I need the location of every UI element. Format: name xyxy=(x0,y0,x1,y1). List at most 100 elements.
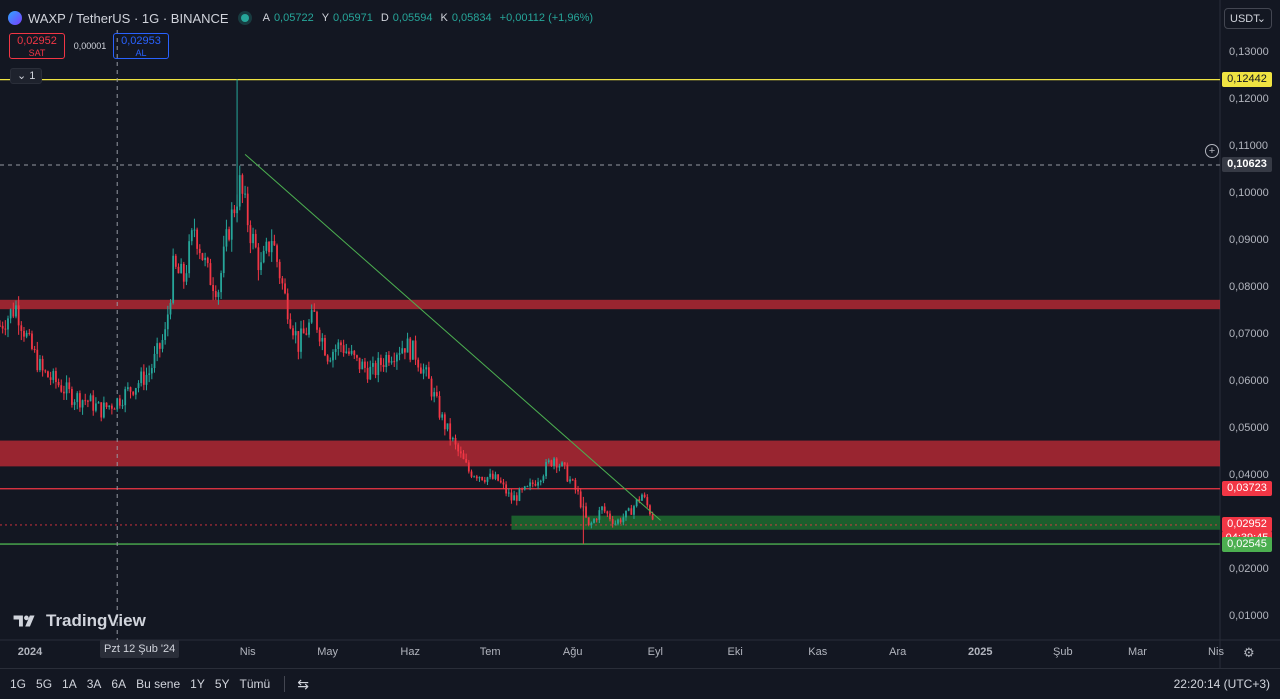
candle-body xyxy=(57,382,60,386)
buy-label: AL xyxy=(135,48,147,58)
candle-body xyxy=(401,348,404,354)
candle-body xyxy=(635,499,638,507)
price-tag: 0,03723 xyxy=(1222,481,1272,497)
candle-body xyxy=(603,506,606,512)
candle-body xyxy=(188,241,191,274)
candle-body xyxy=(611,519,614,524)
range-6A[interactable]: 6A xyxy=(111,677,127,691)
range-ytd[interactable]: Bu sene xyxy=(136,677,181,691)
currency-selector[interactable]: USDT ⌄ xyxy=(1224,8,1272,29)
candle-body xyxy=(313,310,316,312)
candle-body xyxy=(33,348,36,350)
indicator-toggle[interactable]: ⌄ 1 xyxy=(10,68,43,84)
sell-button[interactable]: 0,02952 SAT xyxy=(9,33,65,59)
symbol-title[interactable]: WAXP / TetherUS · 1G · BINANCE xyxy=(28,10,229,26)
date-range-icon[interactable]: ⇆ xyxy=(297,675,309,692)
buy-button[interactable]: 0,02953 AL xyxy=(113,33,169,59)
candle-body xyxy=(515,495,518,501)
candle-body xyxy=(265,241,268,251)
candle-body xyxy=(364,361,366,368)
y-tick-label: 0,04000 xyxy=(1229,468,1269,481)
candle-body xyxy=(180,263,183,274)
candle-body xyxy=(212,284,215,292)
candle-body xyxy=(385,354,388,368)
x-tick-label: Eki xyxy=(727,646,743,658)
candle-body xyxy=(63,391,65,394)
candle-body xyxy=(566,464,569,482)
price-tag: 0,12442 xyxy=(1222,72,1272,88)
candle-body xyxy=(417,359,420,368)
candle-body xyxy=(340,342,342,346)
candle-body xyxy=(542,476,545,481)
bottom-toolbar: 1G 5G 1A 3A 6A Bu sene 1Y 5Y Tümü ⇆ 22:2… xyxy=(0,668,1280,699)
candle-body xyxy=(513,495,516,501)
candle-body xyxy=(230,209,233,240)
low-key: D xyxy=(380,12,389,24)
x-tick-label: 2024 xyxy=(17,646,43,658)
tradingview-logo: TradingView xyxy=(12,611,146,631)
candle-body xyxy=(646,497,649,506)
candle-body xyxy=(451,437,454,440)
x-tick-label: Nis xyxy=(1208,646,1224,658)
candle-body xyxy=(110,405,113,409)
candle-body xyxy=(254,233,257,248)
range-1G[interactable]: 1G xyxy=(10,677,27,691)
candle-body xyxy=(65,382,68,394)
candle-body xyxy=(300,328,302,352)
open-value: 0,05722 xyxy=(273,12,314,24)
add-alert-icon[interactable]: + xyxy=(1205,144,1219,158)
x-tick-label: Tem xyxy=(479,646,501,658)
candle-body xyxy=(87,400,89,402)
x-tick-label: Ağu xyxy=(562,646,583,658)
candle-body xyxy=(177,266,180,274)
candle-body xyxy=(233,209,236,214)
range-all[interactable]: Tümü xyxy=(239,677,271,691)
candle-body xyxy=(71,388,73,405)
candle-body xyxy=(308,322,310,335)
candle-body xyxy=(273,241,276,246)
gear-icon[interactable]: ⚙ xyxy=(1243,645,1255,660)
clock[interactable]: 22:20:14 (UTC+3) xyxy=(1173,677,1270,691)
range-1Y[interactable]: 1Y xyxy=(190,677,205,691)
close-key: K xyxy=(440,12,448,24)
candle-body xyxy=(627,508,630,511)
candle-body xyxy=(89,395,92,402)
candle-body xyxy=(302,328,305,334)
candle-body xyxy=(651,514,654,520)
candle-body xyxy=(174,255,177,267)
candle-body xyxy=(220,273,222,293)
candle-body xyxy=(561,462,563,467)
symbol-legend: WAXP / TetherUS · 1G · BINANCE A 0,05722 … xyxy=(8,9,593,27)
candle-body xyxy=(478,476,481,479)
candle-body xyxy=(555,458,558,468)
candle-body xyxy=(457,444,460,452)
candle-body xyxy=(438,395,441,418)
price-tag: 0,10623 xyxy=(1222,157,1272,173)
range-5Y[interactable]: 5Y xyxy=(214,677,230,691)
candle-body xyxy=(526,486,529,488)
candle-body xyxy=(262,250,265,263)
candle-body xyxy=(84,400,87,402)
range-1A[interactable]: 1A xyxy=(62,677,77,691)
candle-body xyxy=(380,357,382,365)
candle-body xyxy=(441,414,444,418)
candle-body xyxy=(638,499,641,501)
candle-body xyxy=(196,229,199,249)
range-3A[interactable]: 3A xyxy=(86,677,102,691)
range-5G[interactable]: 5G xyxy=(36,677,53,691)
candle-body xyxy=(443,414,446,430)
candle-body xyxy=(100,402,103,418)
candle-body xyxy=(241,175,244,194)
candle-body xyxy=(606,511,609,514)
candle-body xyxy=(473,476,476,478)
y-tick-label: 0,09000 xyxy=(1229,234,1269,247)
y-tick-label: 0,05000 xyxy=(1229,421,1269,434)
candle-body xyxy=(81,400,84,408)
candle-body xyxy=(222,246,225,274)
candle-body xyxy=(614,523,617,525)
candle-body xyxy=(148,373,151,375)
candle-body xyxy=(225,229,228,247)
candle-body xyxy=(23,330,25,337)
candle-body xyxy=(489,473,492,478)
